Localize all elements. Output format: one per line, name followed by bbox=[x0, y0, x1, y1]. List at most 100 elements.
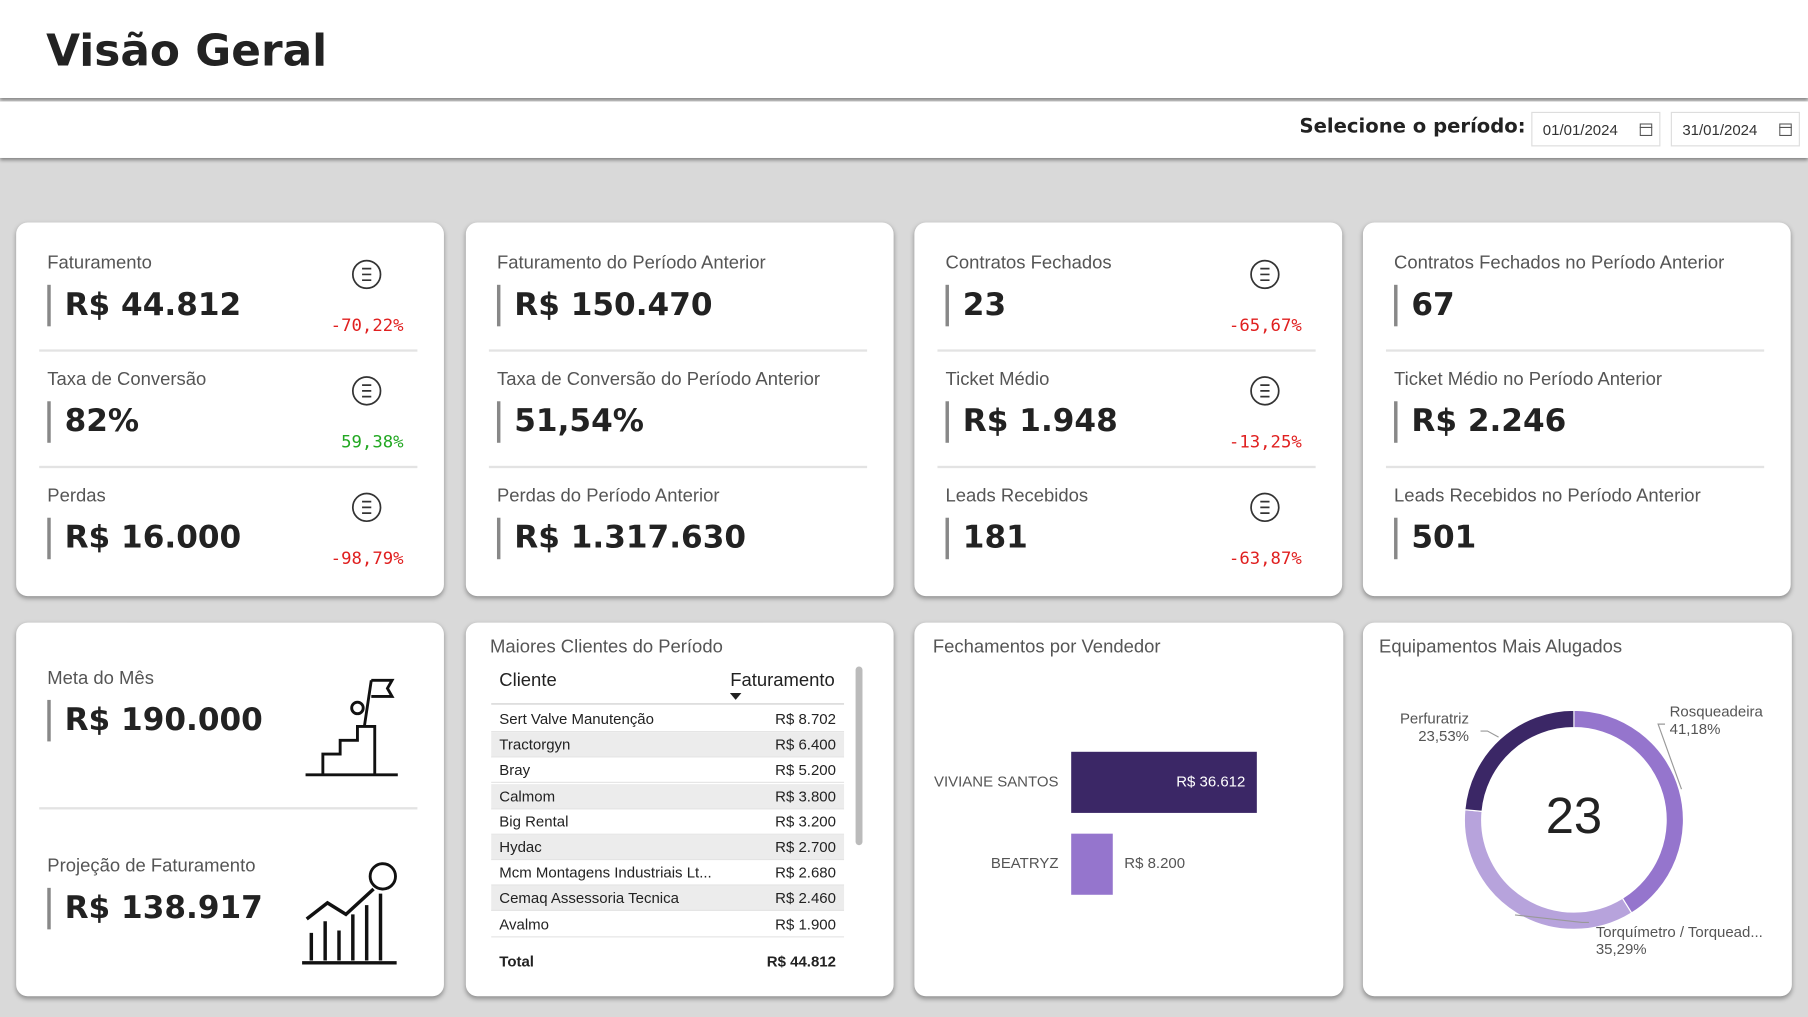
table-row[interactable] bbox=[491, 758, 845, 784]
client-revenue: R$ 5.200 bbox=[775, 761, 836, 779]
kpi-accent bbox=[1394, 401, 1398, 443]
kpi-label: Ticket Médio no Período Anterior bbox=[1394, 370, 1663, 390]
kpi-icon bbox=[351, 376, 382, 406]
kpi-accent bbox=[496, 401, 501, 443]
kpi-accent bbox=[47, 517, 51, 560]
client-name: Big Rental bbox=[499, 812, 569, 830]
kpi-value: 181 bbox=[962, 520, 1028, 556]
kpi-change: -70,22% bbox=[330, 314, 404, 336]
calendar-icon bbox=[1779, 123, 1792, 137]
divider bbox=[937, 349, 1316, 352]
kpi-value: 82% bbox=[64, 403, 140, 440]
goal-label: Meta do Mês bbox=[47, 668, 154, 689]
kpi-icon bbox=[351, 259, 382, 290]
kpi-label: Taxa de Conversão do Período Anterior bbox=[496, 370, 821, 390]
pie-chart-card: Equipamentos Mais Alugados bbox=[1362, 622, 1792, 997]
column-header[interactable]: Cliente bbox=[499, 671, 557, 691]
goal-accent bbox=[47, 699, 51, 742]
end-date-picker[interactable]: 31/01/2024 bbox=[1670, 111, 1800, 147]
column-header[interactable]: Faturamento bbox=[730, 671, 835, 691]
chart-title: Fechamentos por Vendedor bbox=[932, 637, 1161, 658]
kpi-accent bbox=[1394, 284, 1398, 327]
kpi-change: 59,38% bbox=[341, 431, 404, 452]
kpi-icon bbox=[1250, 492, 1280, 523]
kpi-change: -98,79% bbox=[330, 547, 404, 569]
kpi-label: Leads Recebidos no Período Anterior bbox=[1394, 486, 1701, 507]
client-revenue: R$ 6.400 bbox=[775, 735, 836, 754]
kpi-label: Perdas bbox=[47, 486, 106, 507]
kpi-icon bbox=[1250, 259, 1280, 290]
client-name: Avalmo bbox=[499, 915, 550, 933]
client-revenue: R$ 2.700 bbox=[775, 838, 836, 856]
kpi-change: -63,87% bbox=[1228, 547, 1302, 569]
divider bbox=[39, 465, 418, 469]
goal-label: Projeção de Faturamento bbox=[47, 856, 256, 877]
table-row[interactable] bbox=[491, 809, 845, 835]
kpi-label: Ticket Médio bbox=[945, 370, 1050, 390]
goal-value: R$ 190.000 bbox=[64, 702, 263, 738]
table-row[interactable] bbox=[491, 706, 845, 733]
sort-indicator bbox=[729, 692, 742, 700]
header-rule bbox=[491, 703, 845, 705]
divider bbox=[1385, 465, 1765, 469]
kpi-value: 67 bbox=[1411, 287, 1455, 323]
kpi-value: 51,54% bbox=[514, 403, 644, 440]
page-title: Visão Geral bbox=[46, 25, 328, 77]
goal-value: R$ 138.917 bbox=[64, 890, 263, 926]
kpi-label: Taxa de Conversão bbox=[47, 370, 207, 390]
chart-title: Equipamentos Mais Alugados bbox=[1379, 637, 1623, 658]
client-revenue: R$ 3.800 bbox=[775, 787, 836, 805]
divider bbox=[937, 465, 1316, 469]
table-row[interactable] bbox=[491, 834, 845, 861]
divider bbox=[39, 349, 418, 352]
kpi-accent bbox=[47, 401, 51, 443]
goals-card: Meta do Mês R$ 190.000 Projeção de Faturam… bbox=[16, 622, 444, 997]
client-name: Calmom bbox=[499, 787, 556, 805]
kpi-accent bbox=[47, 284, 51, 327]
kpi-value: R$ 150.470 bbox=[514, 287, 713, 323]
header: Visão Geral bbox=[0, 0, 1808, 99]
table-title: Maiores Clientes do Período bbox=[490, 637, 723, 658]
scrollbar[interactable] bbox=[855, 666, 863, 846]
kpi-value: R$ 1.317.630 bbox=[514, 520, 747, 556]
bar-chart-card: Fechamentos por Vendedor bbox=[914, 622, 1344, 997]
client-revenue: R$ 2.680 bbox=[775, 863, 836, 882]
start-date: 01/01/2024 bbox=[1542, 121, 1618, 139]
filter-bar: Selecione o período: 01/01/2024 31/01/20… bbox=[0, 101, 1808, 158]
kpi-label: Leads Recebidos bbox=[945, 486, 1089, 507]
client-name: Mcm Montagens Industriais Lt... bbox=[499, 863, 712, 882]
kpi-value: 23 bbox=[962, 287, 1007, 323]
divider bbox=[39, 807, 418, 810]
kpi-label: Faturamento bbox=[47, 253, 152, 274]
kpi-accent bbox=[945, 401, 949, 443]
kpi-accent bbox=[945, 284, 949, 327]
kpi-card: Faturamento do Período Anterior R$ 150.47… bbox=[465, 222, 894, 597]
kpi-label: Contratos Fechados no Período Anterior bbox=[1394, 253, 1725, 274]
client-name: Hydac bbox=[499, 838, 542, 856]
table-row[interactable] bbox=[491, 886, 845, 912]
kpi-icon bbox=[351, 492, 382, 523]
table-row[interactable] bbox=[491, 732, 845, 758]
client-name: Sert Valve Manutenção bbox=[499, 710, 654, 728]
kpi-icon bbox=[1250, 376, 1280, 406]
client-revenue: R$ 8.702 bbox=[775, 710, 836, 728]
goal-accent bbox=[47, 887, 51, 930]
total-label: Total bbox=[499, 952, 534, 970]
kpi-change: -13,25% bbox=[1228, 431, 1302, 452]
kpi-value: R$ 44.812 bbox=[64, 287, 242, 323]
total-value: R$ 44.812 bbox=[766, 952, 836, 970]
end-date: 31/01/2024 bbox=[1682, 121, 1758, 139]
client-revenue: R$ 2.460 bbox=[775, 889, 836, 907]
table-row[interactable] bbox=[491, 911, 845, 937]
client-name: Cemaq Assessoria Tecnica bbox=[499, 889, 679, 907]
clients-card: Maiores Clientes do Período Cliente Fatura… bbox=[465, 622, 894, 997]
table-row[interactable] bbox=[491, 783, 845, 809]
goal-icon bbox=[305, 678, 398, 777]
kpi-label: Contratos Fechados bbox=[945, 253, 1112, 274]
divider bbox=[488, 465, 868, 469]
start-date-picker[interactable]: 01/01/2024 bbox=[1531, 111, 1661, 147]
kpi-value: R$ 16.000 bbox=[64, 520, 242, 556]
kpi-accent bbox=[1394, 517, 1398, 560]
divider bbox=[488, 349, 868, 352]
table-row[interactable] bbox=[491, 860, 845, 886]
